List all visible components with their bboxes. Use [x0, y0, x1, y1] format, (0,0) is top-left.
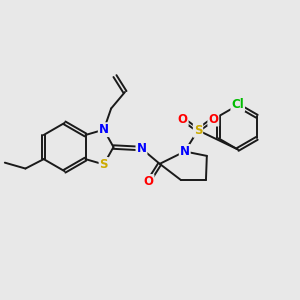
- Text: Cl: Cl: [231, 98, 244, 111]
- Text: N: N: [99, 123, 109, 136]
- Text: N: N: [136, 142, 146, 155]
- Text: O: O: [178, 112, 188, 126]
- Text: N: N: [180, 145, 190, 158]
- Text: O: O: [208, 112, 218, 126]
- Text: S: S: [100, 158, 108, 171]
- Text: S: S: [194, 124, 202, 137]
- Text: O: O: [143, 175, 154, 188]
